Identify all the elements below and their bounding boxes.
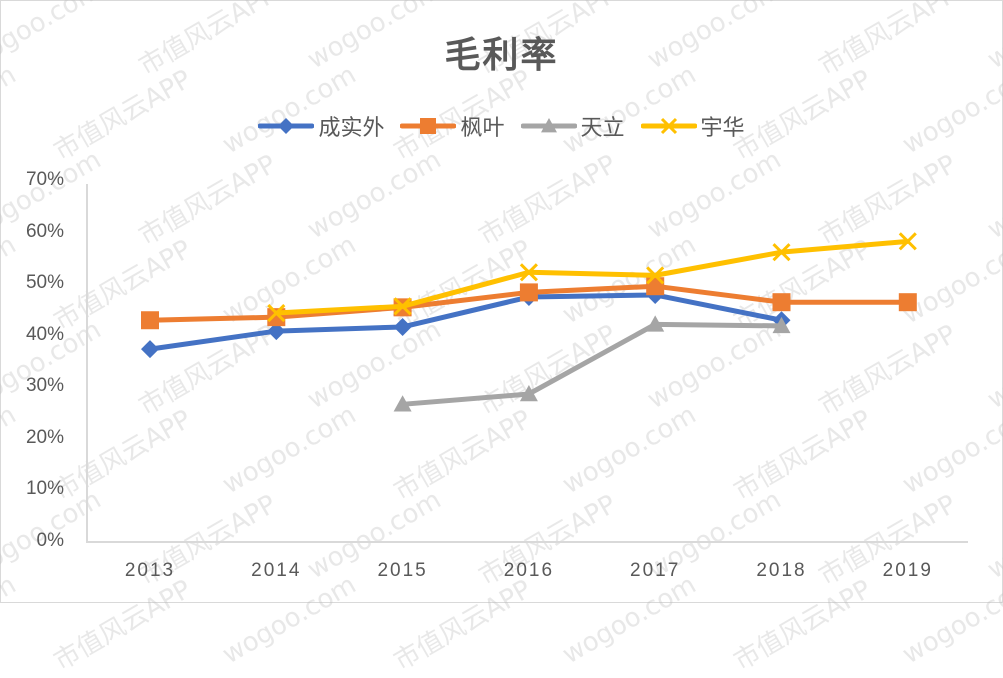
x-tick-label: 2014 — [251, 560, 302, 581]
y-tick-label: 0% — [36, 530, 64, 551]
legend-label: 枫叶 — [460, 116, 505, 141]
diamond-marker-icon — [278, 118, 295, 134]
triangle-marker-icon — [393, 395, 412, 412]
square-marker-icon — [772, 293, 791, 312]
x-marker-icon — [898, 232, 917, 251]
triangle-marker-icon — [540, 118, 557, 133]
x-marker-icon — [267, 303, 286, 323]
y-tick-label: 10% — [25, 478, 64, 500]
x-tick-label: 2013 — [124, 560, 176, 581]
x-tick-label: 2018 — [756, 560, 807, 581]
chart-title: 毛利率 — [444, 35, 559, 76]
triangle-marker-icon — [519, 384, 538, 402]
x-marker-icon — [393, 297, 412, 316]
y-tick-label: 30% — [25, 375, 64, 397]
y-tick-label: 50% — [25, 272, 64, 294]
x-marker-icon — [772, 243, 791, 262]
legend-swatch-icon — [400, 118, 457, 134]
legend-label: 成实外 — [318, 116, 385, 141]
x-marker-icon — [660, 117, 677, 135]
diamond-marker-icon — [267, 322, 286, 341]
legend-swatch-icon — [258, 118, 315, 134]
legend-item: 天立 — [520, 110, 625, 142]
x-tick-label: 2015 — [377, 560, 428, 581]
legend-item: 成实外 — [258, 110, 384, 142]
x-tick-label: 2016 — [503, 560, 555, 581]
square-marker-icon — [141, 311, 159, 330]
x-tick-label: 2017 — [630, 560, 681, 581]
legend-item: 枫叶 — [400, 110, 505, 142]
axis-lines — [86, 184, 968, 543]
square-marker-icon — [898, 293, 917, 312]
y-tick-label: 20% — [25, 426, 64, 448]
diamond-marker-icon — [141, 340, 159, 359]
x-marker-icon — [646, 266, 665, 285]
x-tick-label: 2019 — [882, 560, 933, 581]
triangle-marker-icon — [646, 315, 665, 332]
legend: 成实外 枫叶 天立 宇华 — [0, 110, 1003, 142]
square-marker-icon — [420, 118, 437, 134]
y-tick-label: 70% — [25, 169, 64, 190]
legend-swatch-icon — [520, 118, 577, 133]
series-line — [149, 292, 782, 352]
plot-area — [86, 184, 968, 543]
legend-label: 宇华 — [700, 116, 745, 141]
y-tick-label: 40% — [25, 323, 64, 345]
diamond-marker-icon — [393, 317, 412, 336]
series-line — [276, 238, 909, 316]
legend-swatch-icon — [640, 117, 697, 135]
y-tick-label: 60% — [25, 220, 64, 242]
series-line — [402, 321, 782, 407]
square-marker-icon — [519, 283, 538, 302]
x-marker-icon — [519, 263, 538, 282]
legend-item: 宇华 — [640, 110, 745, 142]
triangle-marker-icon — [772, 316, 791, 334]
legend-label: 天立 — [580, 116, 625, 141]
